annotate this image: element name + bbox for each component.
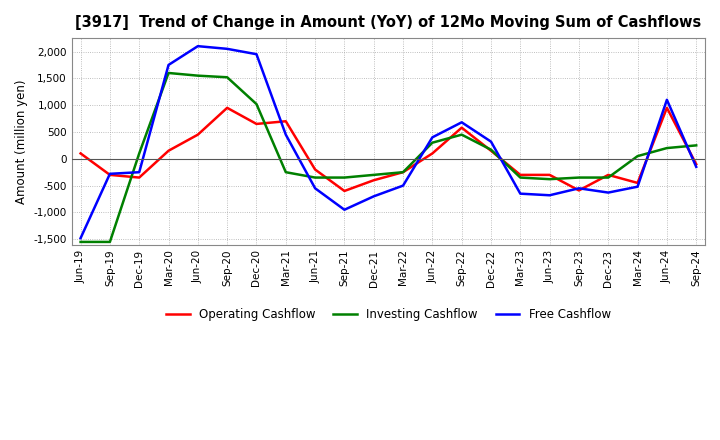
Investing Cashflow (76, 239, 85, 245)
Y-axis label: Amount (million yen): Amount (million yen) (15, 79, 28, 204)
Free Cashflow (604, 190, 613, 195)
Operating Cashflow (340, 188, 348, 194)
Investing Cashflow (516, 175, 525, 180)
Free Cashflow (194, 44, 202, 49)
Investing Cashflow (604, 175, 613, 180)
Investing Cashflow (282, 169, 290, 175)
Line: Operating Cashflow: Operating Cashflow (81, 108, 696, 191)
Free Cashflow (516, 191, 525, 196)
Free Cashflow (692, 164, 701, 169)
Operating Cashflow (135, 175, 143, 180)
Operating Cashflow (604, 172, 613, 177)
Investing Cashflow (545, 176, 554, 182)
Free Cashflow (369, 194, 378, 199)
Operating Cashflow (428, 151, 437, 156)
Investing Cashflow (662, 146, 671, 151)
Operating Cashflow (76, 151, 85, 156)
Operating Cashflow (252, 121, 261, 127)
Operating Cashflow (575, 188, 583, 193)
Investing Cashflow (340, 175, 348, 180)
Investing Cashflow (369, 172, 378, 177)
Operating Cashflow (223, 105, 232, 110)
Line: Investing Cashflow: Investing Cashflow (81, 73, 696, 242)
Free Cashflow (223, 46, 232, 51)
Investing Cashflow (634, 154, 642, 159)
Investing Cashflow (399, 169, 408, 175)
Free Cashflow (545, 193, 554, 198)
Free Cashflow (252, 51, 261, 57)
Free Cashflow (575, 186, 583, 191)
Legend: Operating Cashflow, Investing Cashflow, Free Cashflow: Operating Cashflow, Investing Cashflow, … (161, 303, 616, 326)
Investing Cashflow (223, 75, 232, 80)
Investing Cashflow (252, 102, 261, 107)
Free Cashflow (76, 235, 85, 241)
Free Cashflow (340, 207, 348, 213)
Operating Cashflow (399, 169, 408, 175)
Free Cashflow (662, 97, 671, 103)
Free Cashflow (457, 120, 466, 125)
Investing Cashflow (428, 140, 437, 145)
Operating Cashflow (692, 161, 701, 167)
Investing Cashflow (164, 70, 173, 76)
Operating Cashflow (487, 148, 495, 154)
Free Cashflow (634, 184, 642, 189)
Investing Cashflow (135, 151, 143, 156)
Line: Free Cashflow: Free Cashflow (81, 46, 696, 238)
Operating Cashflow (457, 125, 466, 130)
Operating Cashflow (545, 172, 554, 177)
Free Cashflow (135, 169, 143, 175)
Free Cashflow (428, 135, 437, 140)
Investing Cashflow (311, 175, 320, 180)
Operating Cashflow (282, 119, 290, 124)
Operating Cashflow (194, 132, 202, 137)
Free Cashflow (164, 62, 173, 68)
Investing Cashflow (457, 132, 466, 137)
Investing Cashflow (487, 147, 495, 152)
Free Cashflow (106, 171, 114, 176)
Free Cashflow (311, 186, 320, 191)
Investing Cashflow (692, 143, 701, 148)
Investing Cashflow (106, 239, 114, 245)
Operating Cashflow (634, 180, 642, 186)
Operating Cashflow (516, 172, 525, 177)
Operating Cashflow (662, 105, 671, 110)
Investing Cashflow (575, 175, 583, 180)
Title: [3917]  Trend of Change in Amount (YoY) of 12Mo Moving Sum of Cashflows: [3917] Trend of Change in Amount (YoY) o… (76, 15, 701, 30)
Operating Cashflow (106, 172, 114, 177)
Operating Cashflow (311, 167, 320, 172)
Free Cashflow (487, 139, 495, 144)
Investing Cashflow (194, 73, 202, 78)
Operating Cashflow (369, 178, 378, 183)
Free Cashflow (282, 132, 290, 137)
Free Cashflow (399, 183, 408, 188)
Operating Cashflow (164, 148, 173, 154)
